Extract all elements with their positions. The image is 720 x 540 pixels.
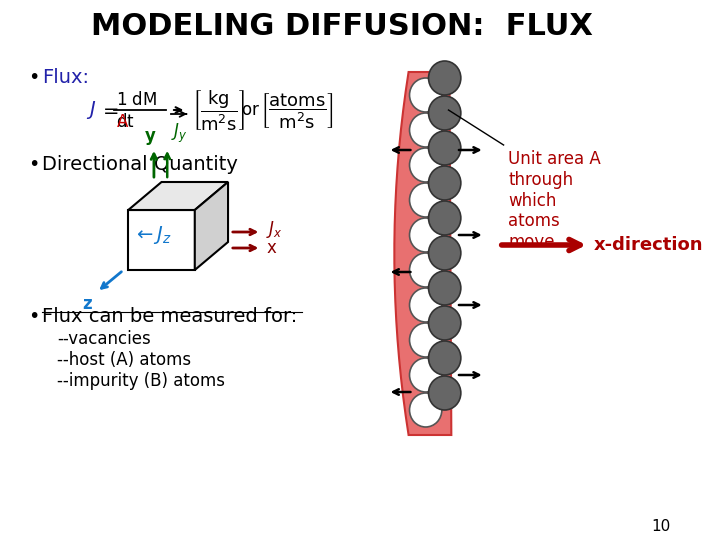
Circle shape [410,113,442,147]
Circle shape [428,201,461,235]
Text: Unit area A
through
which
atoms
move.: Unit area A through which atoms move. [508,150,601,251]
Text: Directional Quantity: Directional Quantity [42,155,238,174]
Text: $\mathrm{A}\ \ $: $\mathrm{A}\ \ $ [116,113,129,131]
Circle shape [410,218,442,252]
Text: MODELING DIFFUSION:  FLUX: MODELING DIFFUSION: FLUX [91,12,593,41]
Circle shape [410,183,442,217]
Text: $\left[\dfrac{\mathrm{kg}}{\mathrm{m^2 s}}\right]$: $\left[\dfrac{\mathrm{kg}}{\mathrm{m^2 s… [192,88,245,132]
Polygon shape [128,182,228,210]
Text: $\mathrm{or}$: $\mathrm{or}$ [241,101,261,119]
Text: 10: 10 [652,519,671,534]
Text: --vacancies: --vacancies [57,330,150,348]
Circle shape [410,393,442,427]
Text: x: x [266,239,276,257]
Text: •: • [29,307,40,326]
Text: $1\ \mathrm{dM}$: $1\ \mathrm{dM}$ [116,91,157,109]
Circle shape [428,236,461,270]
Circle shape [410,148,442,182]
Circle shape [428,271,461,305]
Text: $\leftarrow J_z$: $\leftarrow J_z$ [133,224,172,246]
Circle shape [428,376,461,410]
Circle shape [410,288,442,322]
Text: •: • [29,155,40,174]
Polygon shape [195,182,228,270]
Text: z: z [83,295,92,313]
Polygon shape [128,210,195,270]
Circle shape [428,131,461,165]
Circle shape [428,96,461,130]
Text: Flux:: Flux: [42,68,89,87]
Polygon shape [395,72,451,435]
Text: Flux can be measured for:: Flux can be measured for: [42,307,297,326]
Circle shape [428,166,461,200]
Text: $\mathrm{dt}$: $\mathrm{dt}$ [116,113,135,131]
Circle shape [410,78,442,112]
Circle shape [410,323,442,357]
Text: --impurity (B) atoms: --impurity (B) atoms [57,372,225,390]
Text: $\left[\dfrac{\mathrm{atoms}}{\mathrm{m^2 s}}\right]$: $\left[\dfrac{\mathrm{atoms}}{\mathrm{m^… [261,91,334,130]
Text: x-direction: x-direction [594,236,703,254]
Text: •: • [29,68,40,87]
Circle shape [428,341,461,375]
Text: y: y [145,127,156,145]
Text: $J_x$: $J_x$ [266,219,283,240]
Text: --host (A) atoms: --host (A) atoms [57,351,191,369]
Text: $J$: $J$ [86,99,96,121]
Circle shape [428,61,461,95]
Text: $J_y$: $J_y$ [171,122,188,145]
Circle shape [428,306,461,340]
Circle shape [410,253,442,287]
Text: $=$: $=$ [99,100,119,119]
Circle shape [410,358,442,392]
